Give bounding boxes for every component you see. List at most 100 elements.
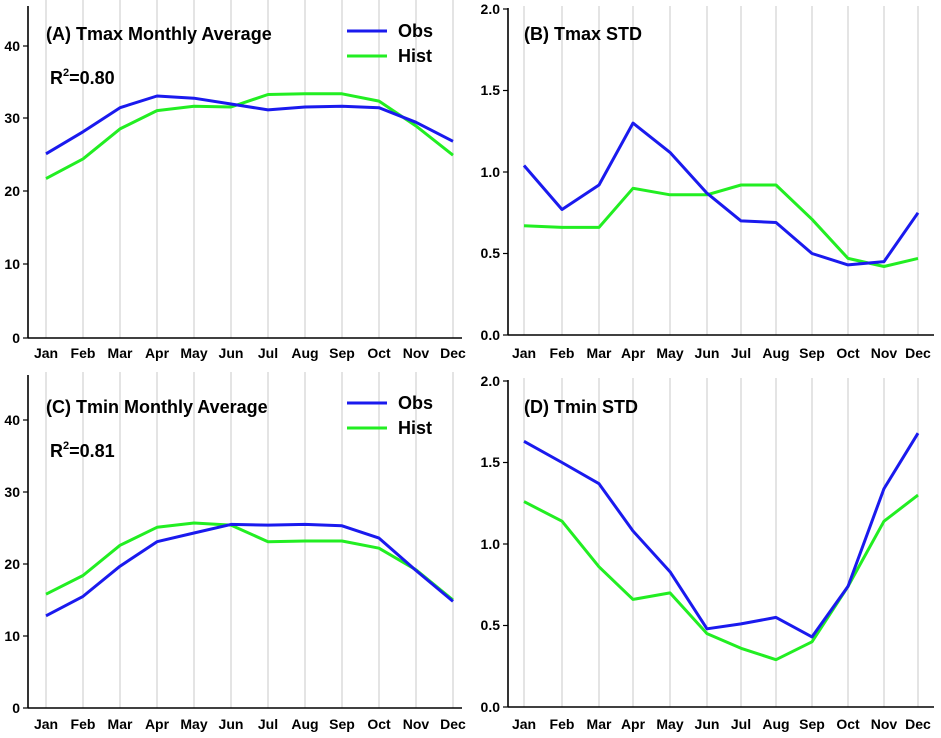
y-tick-label: 0.5 xyxy=(481,617,501,633)
y-tick-label: 2.0 xyxy=(481,1,501,17)
panel-title: (D) Tmin STD xyxy=(524,397,638,417)
y-tick-label: 1.5 xyxy=(481,82,501,98)
r-squared-prefix: R xyxy=(50,68,63,88)
series-line-hist xyxy=(45,521,454,602)
series-line-hist xyxy=(523,183,919,268)
y-ticks: 0.0 0.5 1.0 1.5 2.0 xyxy=(481,1,508,343)
x-tick-label: Sep xyxy=(329,716,355,732)
x-tick-label: Nov xyxy=(403,345,430,361)
x-tick-label: May xyxy=(656,345,683,361)
x-tick-label: Jul xyxy=(731,345,751,361)
r-squared-value: =0.81 xyxy=(69,441,115,461)
legend: Obs Hist xyxy=(347,21,433,66)
x-tick-label: Sep xyxy=(799,345,825,361)
y-tick-label: 10 xyxy=(4,256,20,272)
r-squared-label: R2=0.81 xyxy=(50,440,115,461)
x-tick-label: Apr xyxy=(145,716,170,732)
panel-d-tmin-std: 0.0 0.5 1.0 1.5 2.0 Jan Feb Mar Apr May … xyxy=(481,373,934,732)
x-tick-label: Mar xyxy=(587,345,612,361)
panel-title: (C) Tmin Monthly Average xyxy=(46,397,268,417)
x-tick-label: Jun xyxy=(219,345,244,361)
y-tick-label: 40 xyxy=(4,412,20,428)
x-tick-labels: Jan Feb Mar Apr May Jun Jul Aug Sep Oct … xyxy=(512,345,931,361)
x-tick-label: Jan xyxy=(512,716,536,732)
y-tick-label: 1.0 xyxy=(481,164,501,180)
x-tick-label: Mar xyxy=(108,716,133,732)
r-squared-value: =0.80 xyxy=(69,68,115,88)
x-tick-label: Feb xyxy=(71,716,96,732)
x-tick-label: Mar xyxy=(108,345,133,361)
panel-c-tmin-monthly-average: 0 10 20 30 40 Jan Feb Mar Apr May Jun Ju… xyxy=(4,372,466,732)
x-tick-label: Oct xyxy=(367,345,391,361)
series-line-hist xyxy=(523,493,919,662)
legend: Obs Hist xyxy=(347,393,433,438)
series-line-obs xyxy=(522,121,920,267)
panel-title: (B) Tmax STD xyxy=(524,24,642,44)
legend-obs-label: Obs xyxy=(398,393,433,413)
legend-hist-label: Hist xyxy=(398,418,432,438)
y-tick-label: 30 xyxy=(4,110,20,126)
x-tick-label: Jun xyxy=(695,716,720,732)
x-tick-label: Dec xyxy=(440,345,466,361)
x-tick-label: Jan xyxy=(34,345,58,361)
x-tick-label: May xyxy=(656,716,683,732)
x-tick-label: Aug xyxy=(762,716,789,732)
y-ticks: 0 10 20 30 40 xyxy=(4,412,28,716)
x-tick-label: Oct xyxy=(836,716,860,732)
series-line-hist xyxy=(45,92,454,180)
y-tick-label: 30 xyxy=(4,484,20,500)
y-tick-label: 20 xyxy=(4,556,20,572)
y-ticks: 0 10 20 30 40 xyxy=(4,38,28,346)
series-line-obs xyxy=(45,522,454,618)
x-tick-label: Dec xyxy=(440,716,466,732)
x-tick-label: Feb xyxy=(550,345,575,361)
r-squared-superscript: 2 xyxy=(63,440,69,452)
legend-hist-label: Hist xyxy=(398,46,432,66)
y-tick-label: 1.0 xyxy=(481,536,501,552)
y-tick-label: 0 xyxy=(12,330,20,346)
x-tick-label: Jan xyxy=(34,716,58,732)
series-line-obs xyxy=(45,94,454,156)
y-tick-label: 40 xyxy=(4,38,20,54)
x-tick-labels: Jan Feb Mar Apr May Jun Jul Aug Sep Oct … xyxy=(512,716,931,732)
x-tick-label: May xyxy=(180,345,207,361)
r-squared-label: R2=0.80 xyxy=(50,67,115,88)
y-tick-label: 20 xyxy=(4,183,20,199)
x-tick-label: May xyxy=(180,716,207,732)
x-tick-label: Apr xyxy=(621,345,646,361)
x-tick-label: Jan xyxy=(512,345,536,361)
x-tick-label: Aug xyxy=(291,345,318,361)
x-tick-label: Aug xyxy=(762,345,789,361)
y-tick-label: 1.5 xyxy=(481,454,501,470)
y-tick-label: 0.0 xyxy=(481,699,501,715)
panel-title: (A) Tmax Monthly Average xyxy=(46,24,272,44)
x-tick-label: Nov xyxy=(871,345,898,361)
x-tick-label: Mar xyxy=(587,716,612,732)
x-tick-label: Dec xyxy=(905,345,931,361)
x-tick-label: Oct xyxy=(367,716,391,732)
panel-a-tmax-monthly-average: 0 10 20 30 40 Jan Feb Mar Apr May Jun Ju… xyxy=(4,0,466,361)
r-squared-superscript: 2 xyxy=(63,67,69,79)
x-tick-label: Apr xyxy=(145,345,170,361)
x-tick-label: Jul xyxy=(731,716,751,732)
x-tick-label: Sep xyxy=(329,345,355,361)
x-tick-label: Nov xyxy=(403,716,430,732)
x-tick-label: Jul xyxy=(258,716,278,732)
x-tick-label: Dec xyxy=(905,716,931,732)
y-ticks: 0.0 0.5 1.0 1.5 2.0 xyxy=(481,373,508,715)
x-tick-label: Nov xyxy=(871,716,898,732)
x-tick-label: Apr xyxy=(621,716,646,732)
x-tick-labels: Jan Feb Mar Apr May Jun Jul Aug Sep Oct … xyxy=(34,716,466,732)
series-line-obs xyxy=(523,432,920,639)
x-tick-label: Jul xyxy=(258,345,278,361)
y-tick-label: 2.0 xyxy=(481,373,501,389)
legend-obs-label: Obs xyxy=(398,21,433,41)
x-tick-label: Jun xyxy=(695,345,720,361)
y-tick-label: 0.0 xyxy=(481,327,501,343)
x-tick-label: Feb xyxy=(71,345,96,361)
panel-b-tmax-std: 0.0 0.5 1.0 1.5 2.0 Jan Feb Mar Apr May … xyxy=(481,1,934,361)
x-tick-label: Aug xyxy=(291,716,318,732)
y-tick-label: 0 xyxy=(12,700,20,716)
x-tick-label: Sep xyxy=(799,716,825,732)
